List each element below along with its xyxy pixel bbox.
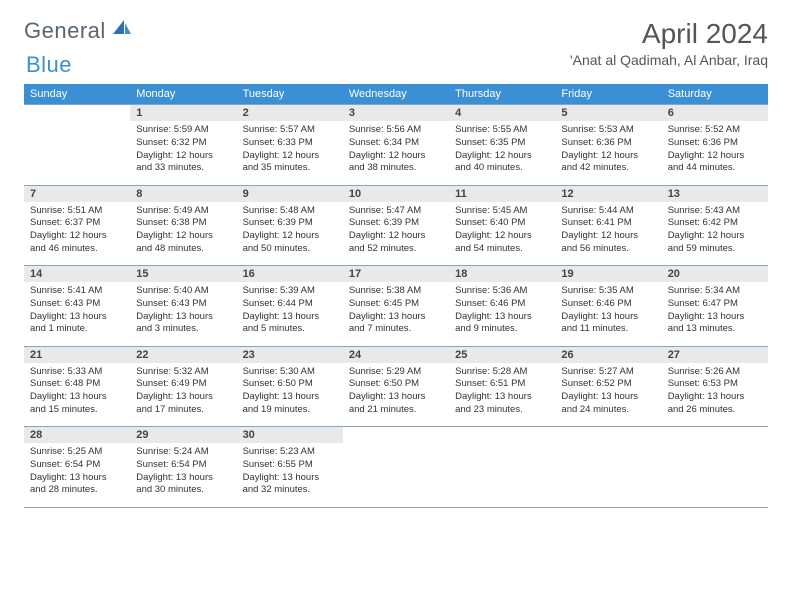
calendar-table: SundayMondayTuesdayWednesdayThursdayFrid… — [24, 84, 768, 508]
day-details: Sunrise: 5:30 AMSunset: 6:50 PMDaylight:… — [237, 363, 343, 427]
logo-text-general: General — [24, 18, 106, 44]
day-number: 18 — [449, 266, 555, 283]
day-number: 4 — [449, 105, 555, 122]
day-details: Sunrise: 5:36 AMSunset: 6:46 PMDaylight:… — [449, 282, 555, 346]
day-details: Sunrise: 5:29 AMSunset: 6:50 PMDaylight:… — [343, 363, 449, 427]
weekday-header: Monday — [130, 84, 236, 105]
empty-cell — [662, 427, 768, 444]
day-number: 21 — [24, 346, 130, 363]
day-number: 13 — [662, 185, 768, 202]
day-number: 10 — [343, 185, 449, 202]
day-details: Sunrise: 5:56 AMSunset: 6:34 PMDaylight:… — [343, 121, 449, 185]
logo-sail-icon — [111, 18, 133, 43]
day-details: Sunrise: 5:43 AMSunset: 6:42 PMDaylight:… — [662, 202, 768, 266]
day-number: 15 — [130, 266, 236, 283]
weekday-header: Wednesday — [343, 84, 449, 105]
location-subtitle: 'Anat al Qadimah, Al Anbar, Iraq — [570, 52, 768, 68]
empty-cell — [24, 105, 130, 122]
day-details: Sunrise: 5:49 AMSunset: 6:38 PMDaylight:… — [130, 202, 236, 266]
empty-cell — [449, 427, 555, 444]
day-number: 6 — [662, 105, 768, 122]
empty-cell — [555, 427, 661, 444]
day-number: 22 — [130, 346, 236, 363]
day-details: Sunrise: 5:35 AMSunset: 6:46 PMDaylight:… — [555, 282, 661, 346]
day-details: Sunrise: 5:28 AMSunset: 6:51 PMDaylight:… — [449, 363, 555, 427]
empty-cell — [343, 443, 449, 507]
day-details: Sunrise: 5:51 AMSunset: 6:37 PMDaylight:… — [24, 202, 130, 266]
day-number: 30 — [237, 427, 343, 444]
day-number: 9 — [237, 185, 343, 202]
day-details: Sunrise: 5:33 AMSunset: 6:48 PMDaylight:… — [24, 363, 130, 427]
day-details: Sunrise: 5:24 AMSunset: 6:54 PMDaylight:… — [130, 443, 236, 507]
day-number: 28 — [24, 427, 130, 444]
day-details: Sunrise: 5:38 AMSunset: 6:45 PMDaylight:… — [343, 282, 449, 346]
day-details: Sunrise: 5:27 AMSunset: 6:52 PMDaylight:… — [555, 363, 661, 427]
day-details: Sunrise: 5:53 AMSunset: 6:36 PMDaylight:… — [555, 121, 661, 185]
day-number: 29 — [130, 427, 236, 444]
day-number: 19 — [555, 266, 661, 283]
day-details: Sunrise: 5:47 AMSunset: 6:39 PMDaylight:… — [343, 202, 449, 266]
day-number: 14 — [24, 266, 130, 283]
empty-cell — [662, 443, 768, 507]
day-details: Sunrise: 5:41 AMSunset: 6:43 PMDaylight:… — [24, 282, 130, 346]
day-number: 8 — [130, 185, 236, 202]
empty-cell — [24, 121, 130, 185]
day-details: Sunrise: 5:57 AMSunset: 6:33 PMDaylight:… — [237, 121, 343, 185]
page-title: April 2024 — [570, 18, 768, 50]
day-number: 25 — [449, 346, 555, 363]
weekday-header: Saturday — [662, 84, 768, 105]
empty-cell — [343, 427, 449, 444]
weekday-header: Tuesday — [237, 84, 343, 105]
empty-cell — [449, 443, 555, 507]
day-number: 7 — [24, 185, 130, 202]
day-details: Sunrise: 5:34 AMSunset: 6:47 PMDaylight:… — [662, 282, 768, 346]
day-details: Sunrise: 5:59 AMSunset: 6:32 PMDaylight:… — [130, 121, 236, 185]
day-details: Sunrise: 5:25 AMSunset: 6:54 PMDaylight:… — [24, 443, 130, 507]
logo: General — [24, 18, 135, 44]
day-details: Sunrise: 5:45 AMSunset: 6:40 PMDaylight:… — [449, 202, 555, 266]
day-details: Sunrise: 5:32 AMSunset: 6:49 PMDaylight:… — [130, 363, 236, 427]
day-details: Sunrise: 5:23 AMSunset: 6:55 PMDaylight:… — [237, 443, 343, 507]
day-number: 11 — [449, 185, 555, 202]
day-number: 27 — [662, 346, 768, 363]
day-number: 20 — [662, 266, 768, 283]
day-details: Sunrise: 5:40 AMSunset: 6:43 PMDaylight:… — [130, 282, 236, 346]
empty-cell — [555, 443, 661, 507]
day-number: 3 — [343, 105, 449, 122]
day-number: 12 — [555, 185, 661, 202]
day-details: Sunrise: 5:55 AMSunset: 6:35 PMDaylight:… — [449, 121, 555, 185]
day-details: Sunrise: 5:26 AMSunset: 6:53 PMDaylight:… — [662, 363, 768, 427]
day-number: 16 — [237, 266, 343, 283]
day-number: 5 — [555, 105, 661, 122]
day-details: Sunrise: 5:39 AMSunset: 6:44 PMDaylight:… — [237, 282, 343, 346]
day-number: 2 — [237, 105, 343, 122]
day-number: 17 — [343, 266, 449, 283]
weekday-header: Sunday — [24, 84, 130, 105]
day-number: 24 — [343, 346, 449, 363]
day-details: Sunrise: 5:48 AMSunset: 6:39 PMDaylight:… — [237, 202, 343, 266]
weekday-header: Thursday — [449, 84, 555, 105]
day-number: 23 — [237, 346, 343, 363]
weekday-header: Friday — [555, 84, 661, 105]
day-number: 26 — [555, 346, 661, 363]
day-details: Sunrise: 5:44 AMSunset: 6:41 PMDaylight:… — [555, 202, 661, 266]
day-details: Sunrise: 5:52 AMSunset: 6:36 PMDaylight:… — [662, 121, 768, 185]
logo-text-blue: Blue — [26, 52, 72, 77]
day-number: 1 — [130, 105, 236, 122]
